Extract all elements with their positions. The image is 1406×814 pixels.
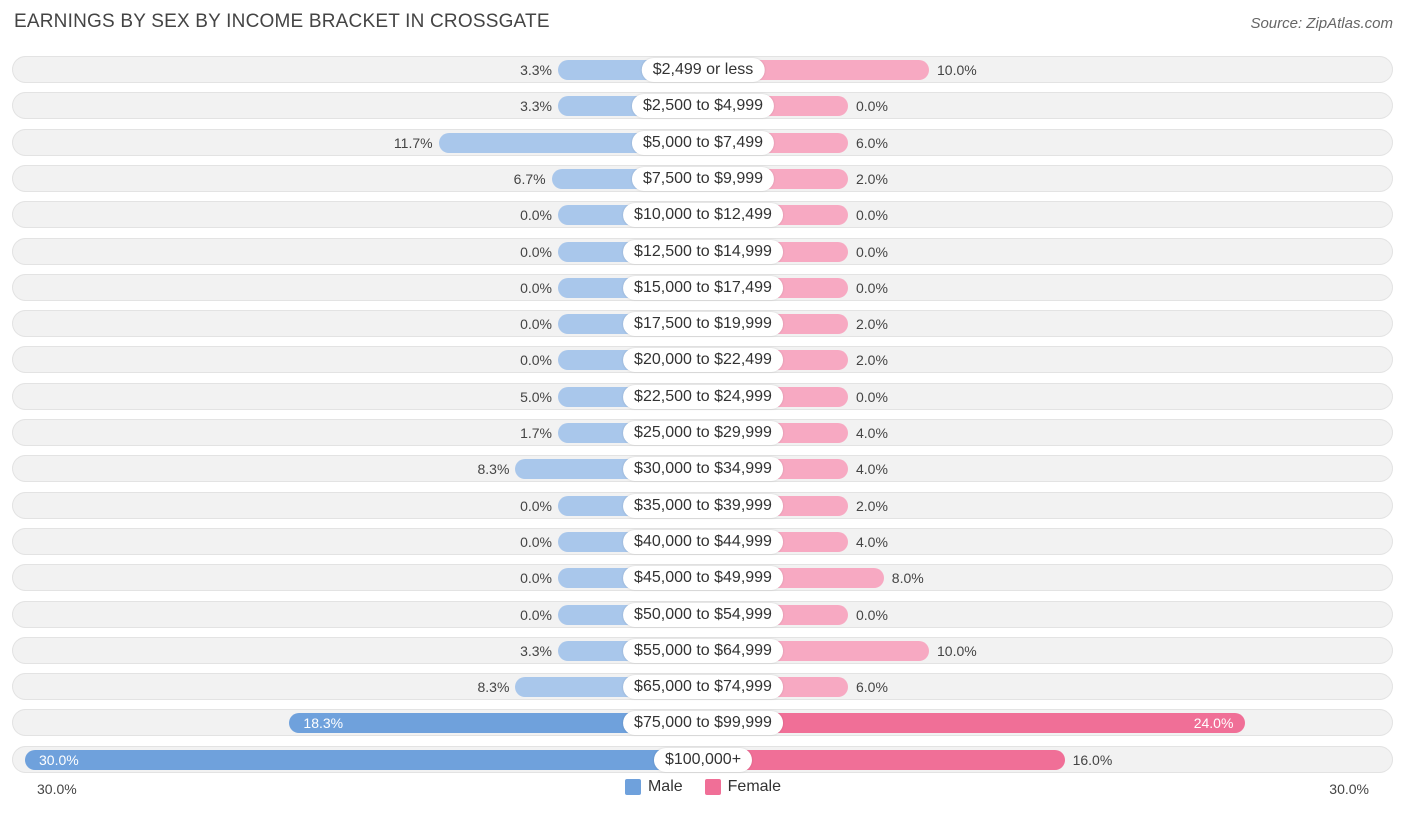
category-label: $17,500 to $19,999 (623, 311, 783, 336)
value-label-male: 0.0% (520, 606, 552, 623)
category-label: $35,000 to $39,999 (623, 493, 783, 518)
value-label-male: 0.0% (520, 243, 552, 260)
value-label-female: 0.0% (856, 243, 888, 260)
category-label: $22,500 to $24,999 (623, 384, 783, 409)
value-label-female: 6.0% (856, 678, 888, 695)
value-label-male: 18.3% (303, 714, 344, 731)
category-label: $20,000 to $22,499 (623, 347, 783, 372)
value-label-female: 4.0% (856, 533, 888, 550)
source-credit: Source: ZipAtlas.com (1250, 15, 1393, 32)
value-label-female: 10.0% (937, 61, 977, 78)
value-label-female: 0.0% (856, 388, 888, 405)
value-label-male: 6.7% (513, 170, 546, 187)
category-label: $25,000 to $29,999 (623, 420, 783, 445)
value-label-male: 0.0% (520, 206, 552, 223)
category-label: $75,000 to $99,999 (623, 710, 783, 735)
legend-swatch-female (704, 779, 721, 795)
category-label: $40,000 to $44,999 (623, 529, 783, 554)
category-label: $12,500 to $14,999 (623, 239, 783, 264)
category-label: $2,499 or less (641, 57, 765, 82)
category-label: $65,000 to $74,999 (623, 674, 783, 699)
value-label-male: 5.0% (520, 388, 552, 405)
value-label-male: 11.7% (393, 134, 433, 151)
value-label-female: 16.0% (1072, 751, 1113, 768)
bar-female (703, 712, 1246, 733)
category-label: $10,000 to $12,499 (623, 202, 783, 227)
legend-label-female: Female (727, 778, 782, 795)
legend-label-male: Male (647, 778, 683, 795)
category-label: $15,000 to $17,499 (623, 275, 783, 300)
value-label-male: 3.3% (520, 97, 552, 114)
value-label-male: 8.3% (477, 678, 510, 695)
axis-left-label: 30.0% (37, 781, 77, 797)
axis-right-label: 30.0% (1329, 781, 1369, 797)
category-label: $30,000 to $34,999 (623, 456, 783, 481)
bar-male (25, 749, 703, 770)
value-label-female: 8.0% (891, 569, 924, 586)
value-label-female: 2.0% (856, 351, 888, 368)
category-label: $100,000+ (653, 747, 753, 772)
chart-title: EARNINGS BY SEX BY INCOME BRACKET IN CRO… (14, 11, 550, 32)
legend: Male Female (0, 778, 1406, 796)
value-label-male: 3.3% (520, 642, 552, 659)
category-label: $50,000 to $54,999 (623, 602, 783, 627)
value-label-female: 0.0% (856, 606, 888, 623)
category-label: $2,500 to $4,999 (631, 93, 775, 118)
value-label-female: 0.0% (856, 97, 888, 114)
value-label-male: 0.0% (520, 569, 552, 586)
legend-item-male: Male (624, 778, 683, 796)
value-label-female: 2.0% (856, 497, 888, 514)
bar-female (703, 749, 1065, 770)
value-label-male: 30.0% (39, 751, 79, 768)
value-label-male: 0.0% (520, 279, 552, 296)
category-label: $55,000 to $64,999 (623, 638, 783, 663)
value-label-female: 0.0% (856, 206, 888, 223)
value-label-male: 0.0% (520, 315, 552, 332)
value-label-male: 1.7% (520, 424, 552, 441)
value-label-female: 4.0% (856, 424, 888, 441)
value-label-male: 0.0% (520, 351, 552, 368)
value-label-female: 10.0% (937, 642, 977, 659)
value-label-female: 4.0% (856, 460, 888, 477)
value-label-male: 3.3% (520, 61, 552, 78)
legend-item-female: Female (704, 778, 782, 796)
value-label-male: 8.3% (477, 460, 510, 477)
value-label-male: 0.0% (520, 533, 552, 550)
legend-swatch-male (624, 779, 641, 795)
value-label-female: 2.0% (856, 315, 888, 332)
value-label-female: 6.0% (856, 134, 888, 151)
bar-male (289, 712, 703, 733)
category-label: $7,500 to $9,999 (631, 166, 775, 191)
category-label: $5,000 to $7,499 (631, 130, 775, 155)
value-label-female: 0.0% (856, 279, 888, 296)
value-label-female: 2.0% (856, 170, 888, 187)
value-label-female: 24.0% (1193, 714, 1234, 731)
value-label-male: 0.0% (520, 497, 552, 514)
category-label: $45,000 to $49,999 (623, 565, 783, 590)
